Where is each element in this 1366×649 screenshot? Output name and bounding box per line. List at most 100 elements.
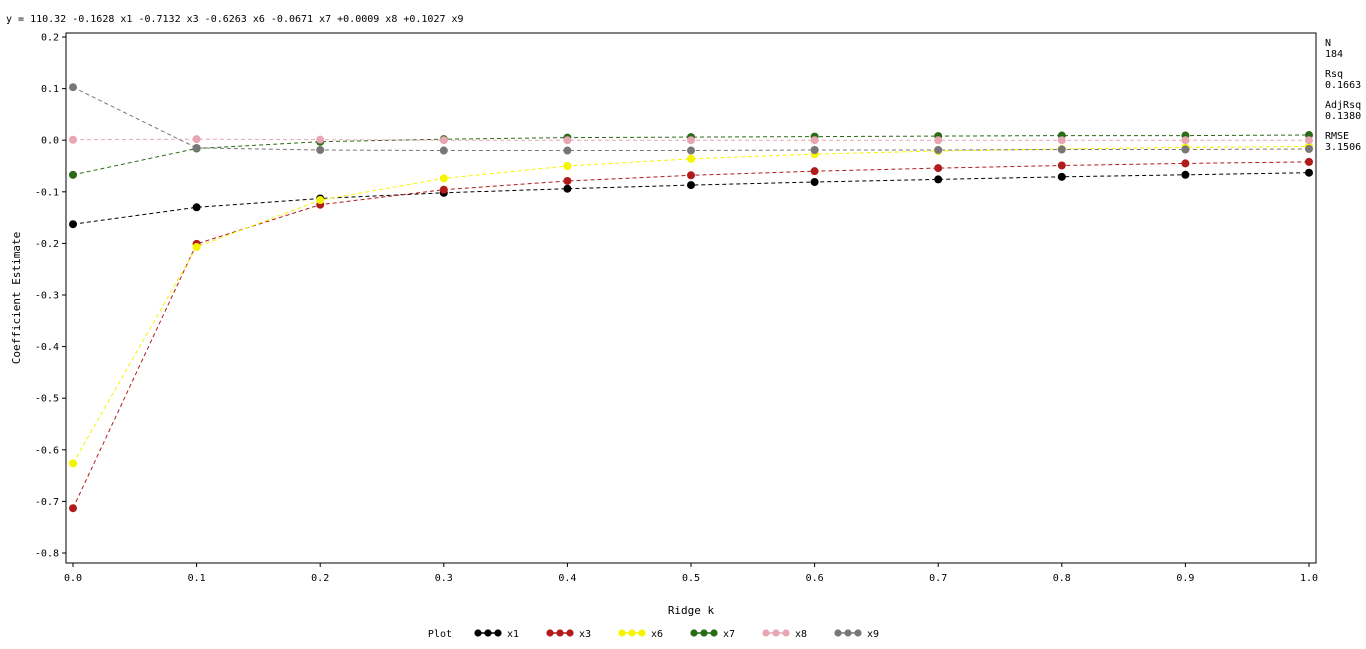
point-x9 [69,83,77,92]
x-tick-label: 0.7 [929,573,947,584]
legend-swatch-marker [638,629,646,637]
point-x3 [1181,159,1190,168]
y-tick-label: -0.2 [35,239,59,250]
point-x3 [439,185,448,194]
point-x1 [934,175,943,184]
x-tick-label: 0.4 [558,573,576,584]
point-x9 [687,146,695,155]
x-axis-title: Ridge k [668,604,715,617]
legend-title: Plot [428,629,452,640]
point-x1 [1181,170,1190,179]
point-x3 [687,171,695,180]
point-x9 [810,146,819,155]
legend-swatch-marker [690,629,698,637]
legend-label: x3 [579,629,591,640]
stat-label: Rsq [1325,69,1343,80]
stat-value: 184 [1325,49,1343,60]
legend-swatch-marker [762,629,770,637]
y-tick-label: 0.0 [41,136,59,147]
x-tick-label: 0.9 [1176,573,1194,584]
legend-label: x8 [795,629,807,640]
point-x9 [563,146,572,155]
series-line-x6 [72,145,1310,464]
point-x6 [69,459,77,468]
legend-item-x3: x3 [546,629,591,640]
point-x3 [563,176,572,185]
point-x1 [687,181,695,190]
point-x3 [1057,161,1066,170]
point-x3 [810,167,819,176]
stat-value: 0.1380 [1325,111,1361,122]
point-x8 [1057,136,1066,145]
point-x8 [934,136,943,145]
legend-swatch-marker [700,629,708,637]
x-tick-label: 0.3 [435,573,453,584]
point-x6 [192,243,201,252]
y-tick-label: -0.1 [35,187,59,198]
y-tick-label: -0.5 [35,394,59,405]
series-line-x7 [72,134,1310,176]
legend-label: x7 [723,629,735,640]
point-x1 [1057,172,1066,181]
x-tick-label: 1.0 [1300,573,1318,584]
point-x8 [687,136,695,145]
point-x6 [687,154,695,163]
legend-swatch-marker [484,629,492,637]
point-x1 [192,203,201,212]
y-axis-title: Coefficient Estimate [10,232,23,364]
chart-title: y = 110.32 -0.1628 x1 -0.7132 x3 -0.6263… [6,14,464,25]
point-x8 [810,136,819,145]
legend-item-x9: x9 [834,629,879,640]
point-x3 [934,164,943,173]
legend-swatch-marker [566,629,574,637]
stat-label: RMSE [1325,131,1349,142]
legend-swatch-marker [854,629,862,637]
point-x8 [316,135,325,144]
legend-item-x1: x1 [474,629,519,640]
y-tick-label: -0.3 [35,291,59,302]
point-x8 [439,136,448,145]
series-line-x3 [72,161,1310,509]
x-tick-label: 0.5 [682,573,700,584]
point-x9 [316,146,325,155]
legend-swatch-marker [546,629,554,637]
legend-item-x8: x8 [762,629,807,640]
point-x1 [69,220,77,229]
point-x1 [810,177,819,186]
point-x3 [69,504,77,513]
legend-label: x1 [507,629,519,640]
point-x9 [1057,145,1066,154]
y-tick-label: 0.2 [41,33,59,44]
legend-swatch-marker [474,629,482,637]
point-x9 [1305,144,1313,153]
point-x6 [563,162,572,170]
legend-swatch-marker [628,629,636,637]
point-x9 [192,143,201,152]
x-axis: 0.0 0.1 0.2 0.3 0.4 0.5 0.6 0.7 0.8 0.9 1.0 [64,563,1318,584]
legend-swatch-marker [782,629,790,637]
x-tick-label: 0.8 [1053,573,1071,584]
point-x6 [439,174,448,183]
stat-value: 3.1506 [1325,142,1361,153]
point-x8 [563,136,572,145]
legend-item-x7: x7 [690,629,735,640]
legend-swatch-marker [834,629,842,637]
point-x9 [439,146,448,155]
series-layer [69,83,1313,513]
y-tick-label: -0.6 [35,445,59,456]
legend-label: x6 [651,629,663,640]
point-x8 [1305,136,1313,145]
point-x8 [192,135,201,144]
x-tick-label: 0.1 [188,573,206,584]
legend-swatch-marker [710,629,718,637]
point-x1 [1305,168,1313,177]
series-line-x1 [72,172,1310,225]
x-tick-label: 0.2 [311,573,329,584]
x-tick-label: 0.0 [64,573,82,584]
legend-item-x6: x6 [618,629,663,640]
legend-swatch-marker [618,629,626,637]
point-x9 [1181,145,1190,154]
y-tick-label: 0.1 [41,84,59,95]
